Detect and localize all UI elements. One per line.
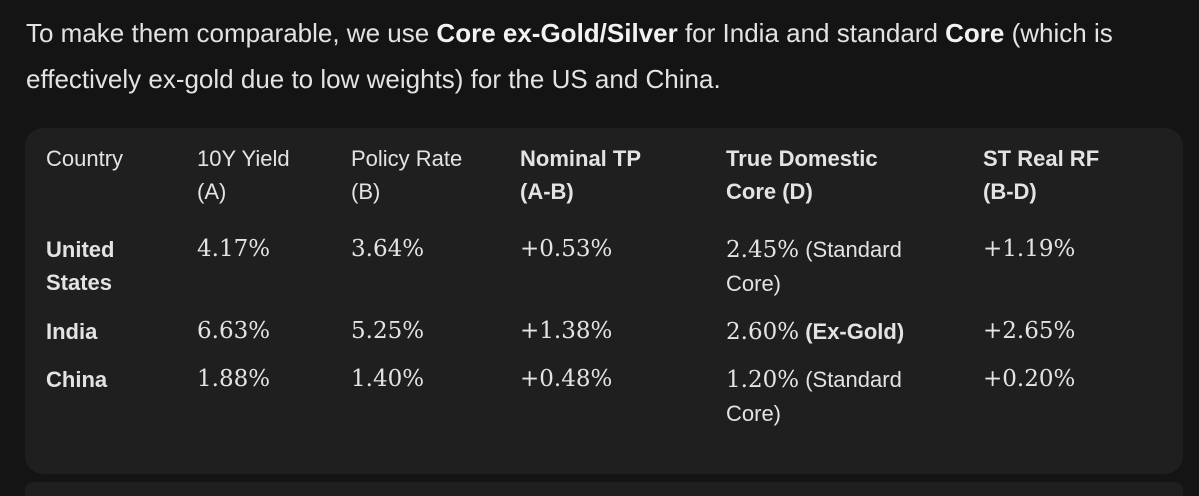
comparison-table: Country 10Y Yield (A) Policy Rate (B) Nomi… <box>25 128 1183 445</box>
cell-nominal-tp: +1.38% <box>520 318 613 344</box>
cell-policy-rate: 5.25% <box>351 318 425 344</box>
table-row: United States 4.17% 3.64% +0.53% 2.45% (S… <box>25 233 1183 315</box>
cell-true-domestic-core: 2.45% (Standard Core) <box>726 237 902 296</box>
header-10y-yield: 10Y Yield (A) <box>197 146 290 204</box>
cell-country: India <box>46 319 98 344</box>
intro-text-3: (which is effectively ex-gold due to low… <box>26 18 1113 94</box>
cell-true-domestic-core: 2.60% (Ex-Gold) <box>726 319 905 345</box>
cell-st-real-rf: +1.19% <box>983 236 1076 262</box>
header-st-real-rf: ST Real RF (B-D) <box>983 146 1100 204</box>
cell-nominal-tp: +0.53% <box>520 236 613 262</box>
header-true-domestic-core: True Domestic Core (D) <box>726 146 878 204</box>
intro-text-2: for India and standard <box>677 18 946 48</box>
cell-country: United States <box>46 237 115 295</box>
intro-text-1: To make them comparable, we use <box>26 18 437 48</box>
cell-policy-rate: 1.40% <box>351 366 425 392</box>
cell-policy-rate: 3.64% <box>351 236 425 262</box>
intro-bold-2: Core <box>945 18 1005 48</box>
next-block-edge <box>25 482 1183 496</box>
cell-10y-yield: 1.88% <box>197 366 271 392</box>
header-country: Country <box>46 146 124 171</box>
cell-st-real-rf: +2.65% <box>983 318 1076 344</box>
intro-bold-1: Core ex-Gold/Silver <box>436 18 678 48</box>
header-policy-rate: Policy Rate (B) <box>351 146 463 204</box>
cell-10y-yield: 4.17% <box>197 236 271 262</box>
cell-country: China <box>46 367 108 392</box>
cell-true-domestic-core: 1.20% (Standard Core) <box>726 367 902 426</box>
cell-nominal-tp: +0.48% <box>520 366 613 392</box>
comparison-table-card: Country 10Y Yield (A) Policy Rate (B) Nomi… <box>25 128 1183 474</box>
cell-10y-yield: 6.63% <box>197 318 271 344</box>
header-nominal-tp: Nominal TP (A-B) <box>520 146 642 204</box>
table-header-row: Country 10Y Yield (A) Policy Rate (B) Nomi… <box>25 128 1183 233</box>
table-row: India 6.63% 5.25% +1.38% 2.60% (Ex-Gold)… <box>25 315 1183 363</box>
cell-st-real-rf: +0.20% <box>983 366 1076 392</box>
table-row: China 1.88% 1.40% +0.48% 1.20% (Standard… <box>25 363 1183 445</box>
intro-paragraph: To make them comparable, we use Core ex-… <box>26 10 1186 102</box>
